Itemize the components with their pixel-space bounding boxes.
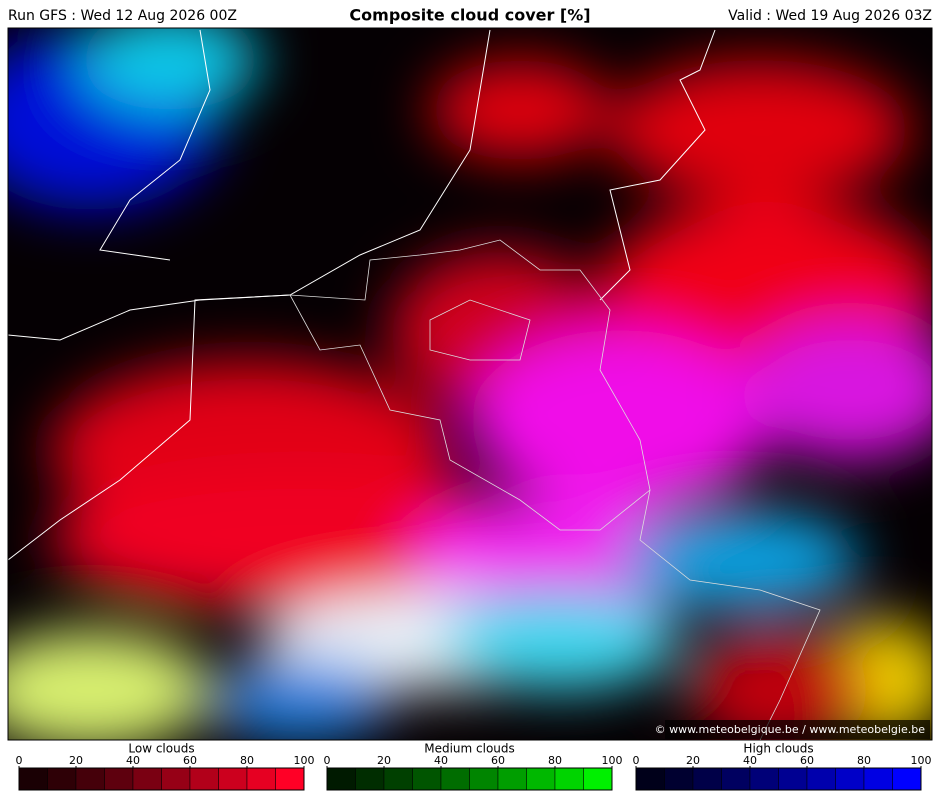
legend-swatch <box>218 767 248 791</box>
legend-tick-label: 20 <box>686 754 700 767</box>
legend-swatch <box>469 767 499 791</box>
map: © www.meteobelgique.be / www.meteobelgie… <box>8 28 932 740</box>
legend-tick-label: 80 <box>548 754 562 767</box>
legend-swatch <box>383 767 413 791</box>
legend-swatch <box>104 767 134 791</box>
legend-tick-label: 0 <box>16 754 23 767</box>
legend-bar-frame <box>18 767 305 791</box>
legend-swatch <box>554 767 584 791</box>
legend-swatch <box>326 767 356 791</box>
legend-tick-label: 80 <box>240 754 254 767</box>
legend-tick-label: 80 <box>857 754 871 767</box>
valid-label: Valid : Wed 19 Aug 2026 03Z <box>728 8 932 24</box>
legend-title: Low clouds <box>128 742 194 756</box>
legend-title: High clouds <box>743 742 813 756</box>
legend-tick-label: 40 <box>743 754 757 767</box>
legend-swatch <box>246 767 276 791</box>
legend-swatch <box>749 767 779 791</box>
legend-tick-label: 100 <box>602 754 623 767</box>
legend-swatch <box>440 767 470 791</box>
legend-swatch <box>75 767 105 791</box>
legend-bar-frame <box>326 767 613 791</box>
legend-tick-label: 60 <box>491 754 505 767</box>
legend-swatch <box>161 767 191 791</box>
copyright: © www.meteobelgique.be / www.meteobelgie… <box>655 723 926 736</box>
legend-swatch <box>635 767 665 791</box>
map-frame <box>7 27 933 741</box>
legend-bar-frame <box>635 767 922 791</box>
legend-swatch <box>892 767 922 791</box>
legend-title: Medium clouds <box>424 742 515 756</box>
legend-swatch <box>497 767 527 791</box>
legend-swatch <box>526 767 556 791</box>
legend-tick-label: 40 <box>434 754 448 767</box>
legend-swatch <box>721 767 751 791</box>
legend-swatch <box>778 767 808 791</box>
legend-tick-label: 60 <box>183 754 197 767</box>
run-label: Run GFS : Wed 12 Aug 2026 00Z <box>8 8 237 24</box>
legend-swatch <box>355 767 385 791</box>
legend-tick-label: 20 <box>69 754 83 767</box>
legend-tick-label: 100 <box>911 754 932 767</box>
legend-swatch <box>583 767 613 791</box>
legend-tick-label: 60 <box>800 754 814 767</box>
legend-swatch <box>132 767 162 791</box>
legend-swatch <box>189 767 219 791</box>
legend-swatch <box>275 767 305 791</box>
legend-tick-label: 0 <box>633 754 640 767</box>
legend-tick-label: 20 <box>377 754 391 767</box>
legend-swatch <box>18 767 48 791</box>
legend-swatch <box>863 767 893 791</box>
legend-swatch <box>412 767 442 791</box>
legend-swatch <box>835 767 865 791</box>
legend-swatch <box>664 767 694 791</box>
legend-tick-label: 40 <box>126 754 140 767</box>
legend-swatch <box>806 767 836 791</box>
map-title: Composite cloud cover [%] <box>349 6 590 25</box>
legend-tick-label: 100 <box>294 754 315 767</box>
legend-swatch <box>692 767 722 791</box>
legend-tick-label: 0 <box>324 754 331 767</box>
legend-swatch <box>47 767 77 791</box>
